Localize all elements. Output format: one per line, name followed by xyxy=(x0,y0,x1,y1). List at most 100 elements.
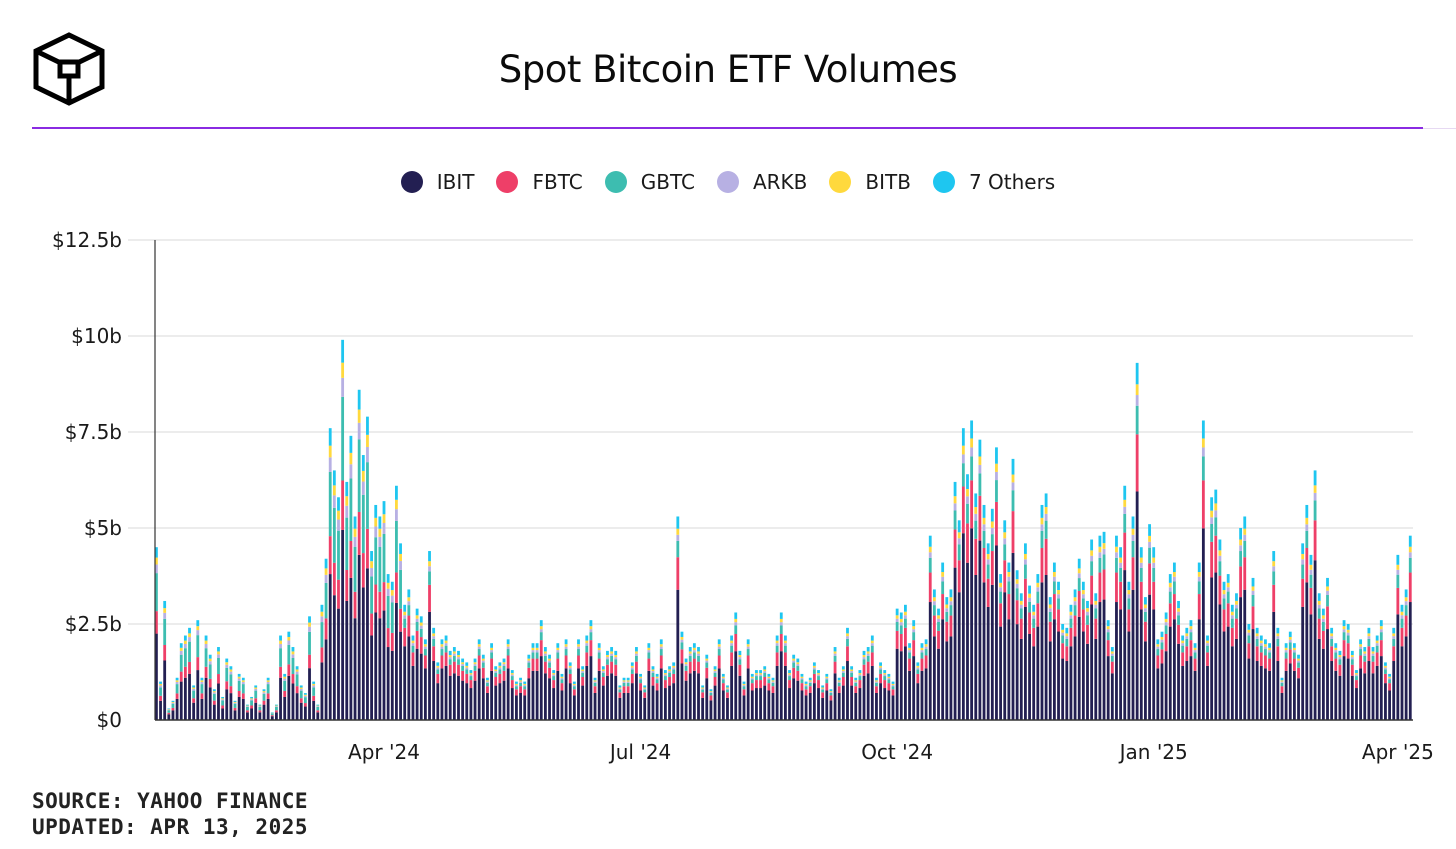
bar-segment-7-others xyxy=(1264,639,1267,645)
bar-segment-gbtc xyxy=(1384,669,1387,674)
bar-segment-bitb xyxy=(639,676,642,679)
bar-segment-fbtc xyxy=(755,680,758,689)
bar-segment-ibit xyxy=(328,574,332,720)
bar-segment-arkb xyxy=(303,695,307,698)
bar-segment-arkb xyxy=(349,464,353,479)
bar-segment-bitb xyxy=(473,662,477,665)
bar-segment-arkb xyxy=(378,536,382,548)
bar-segment-ibit xyxy=(560,690,564,720)
bar-segment-ibit xyxy=(291,683,295,720)
bar-segment-gbtc xyxy=(357,439,361,512)
bar-segment-7-others xyxy=(585,635,589,641)
bar-segment-arkb xyxy=(196,630,200,636)
bar-segment-arkb xyxy=(999,587,1002,592)
bar-stack xyxy=(767,673,771,720)
legend-item-arkb[interactable]: ARKB xyxy=(716,170,807,194)
bar-segment-gbtc xyxy=(1069,618,1073,628)
bar-segment-fbtc xyxy=(432,646,436,662)
bar-segment-7-others xyxy=(283,673,287,677)
bar-segment-bitb xyxy=(1317,600,1321,605)
bar-segment-ibit xyxy=(821,697,825,720)
bar-segment-ibit xyxy=(597,670,601,720)
bar-segment-arkb xyxy=(1201,447,1205,457)
bar-segment-arkb xyxy=(643,688,647,690)
bar-segment-arkb xyxy=(995,471,998,481)
bar-segment-ibit xyxy=(755,688,758,720)
bar-segment-bitb xyxy=(912,626,916,630)
bar-stack xyxy=(411,635,415,720)
bar-segment-bitb xyxy=(188,633,191,638)
bar-segment-gbtc xyxy=(312,687,316,696)
bar-segment-arkb xyxy=(883,674,887,677)
bar-segment-bitb xyxy=(1119,557,1123,563)
bar-segment-fbtc xyxy=(444,652,448,666)
bar-segment-arkb xyxy=(746,646,750,650)
bar-stack xyxy=(1251,577,1255,720)
bar-segment-7-others xyxy=(924,639,928,645)
bar-segment-gbtc xyxy=(593,682,597,687)
legend-item-ibit[interactable]: IBIT xyxy=(400,170,474,194)
bar-segment-bitb xyxy=(171,701,175,703)
bar-segment-7-others xyxy=(229,666,233,670)
bar-segment-bitb xyxy=(1201,438,1205,448)
bar-segment-bitb xyxy=(870,640,874,644)
bar-segment-arkb xyxy=(1408,552,1412,558)
bar-segment-arkb xyxy=(833,653,837,656)
bar-segment-gbtc xyxy=(577,649,580,656)
bar-segment-bitb xyxy=(1222,590,1226,595)
bar-segment-ibit xyxy=(916,683,920,720)
bar-segment-7-others xyxy=(887,673,891,677)
legend-item-gbtc[interactable]: GBTC xyxy=(604,170,695,194)
bar-segment-bitb xyxy=(366,434,369,447)
bar-segment-fbtc xyxy=(179,671,183,682)
bar-stack xyxy=(1110,647,1114,720)
y-tick-label: $12.5b xyxy=(52,228,122,252)
bar-segment-7-others xyxy=(734,612,738,619)
bar-segment-bitb xyxy=(990,521,994,528)
bar-segment-7-others xyxy=(771,677,775,681)
bar-segment-ibit xyxy=(825,690,829,720)
bar-stack xyxy=(337,497,340,720)
bar-stack xyxy=(895,608,899,720)
bar-stack xyxy=(688,647,692,720)
bar-segment-7-others xyxy=(502,658,506,663)
bar-segment-bitb xyxy=(175,680,179,682)
bar-segment-arkb xyxy=(771,681,775,683)
bar-segment-7-others xyxy=(1226,574,1230,583)
bar-segment-7-others xyxy=(949,589,953,598)
bar-segment-fbtc xyxy=(742,689,746,696)
bar-stack xyxy=(1044,493,1048,720)
bar-segment-7-others xyxy=(904,604,907,612)
bar-segment-fbtc xyxy=(589,640,593,657)
legend-item-bitb[interactable]: BITB xyxy=(829,170,911,194)
bar-segment-arkb xyxy=(821,688,825,690)
bar-segment-bitb xyxy=(1193,647,1197,651)
bar-stack xyxy=(800,673,804,720)
bar-segment-gbtc xyxy=(663,676,667,681)
bar-segment-bitb xyxy=(275,705,278,707)
bar-segment-7-others xyxy=(494,666,498,670)
bar-segment-bitb xyxy=(726,687,729,689)
bar-stack xyxy=(167,708,171,720)
bar-segment-fbtc xyxy=(481,667,485,679)
bar-stack xyxy=(262,689,266,720)
legend-item-7-others[interactable]: 7 Others xyxy=(932,170,1055,194)
bar-segment-arkb xyxy=(1280,681,1284,683)
bar-segment-fbtc xyxy=(593,686,597,693)
bar-segment-gbtc xyxy=(556,652,560,659)
bar-segment-7-others xyxy=(328,428,332,446)
bar-stack xyxy=(697,647,700,720)
bar-segment-fbtc xyxy=(229,686,233,694)
bar-segment-fbtc xyxy=(581,676,585,686)
bar-segment-arkb xyxy=(721,678,725,680)
bar-segment-gbtc xyxy=(1193,652,1197,659)
bar-stack xyxy=(320,604,324,720)
bar-segment-fbtc xyxy=(270,715,274,717)
bar-segment-7-others xyxy=(436,662,440,666)
legend-item-fbtc[interactable]: FBTC xyxy=(496,170,583,194)
bar-segment-gbtc xyxy=(1355,676,1358,681)
bar-segment-bitb xyxy=(1015,579,1019,584)
bar-segment-7-others xyxy=(1251,577,1255,587)
bar-segment-fbtc xyxy=(1081,609,1085,632)
bar-segment-ibit xyxy=(1292,670,1296,720)
